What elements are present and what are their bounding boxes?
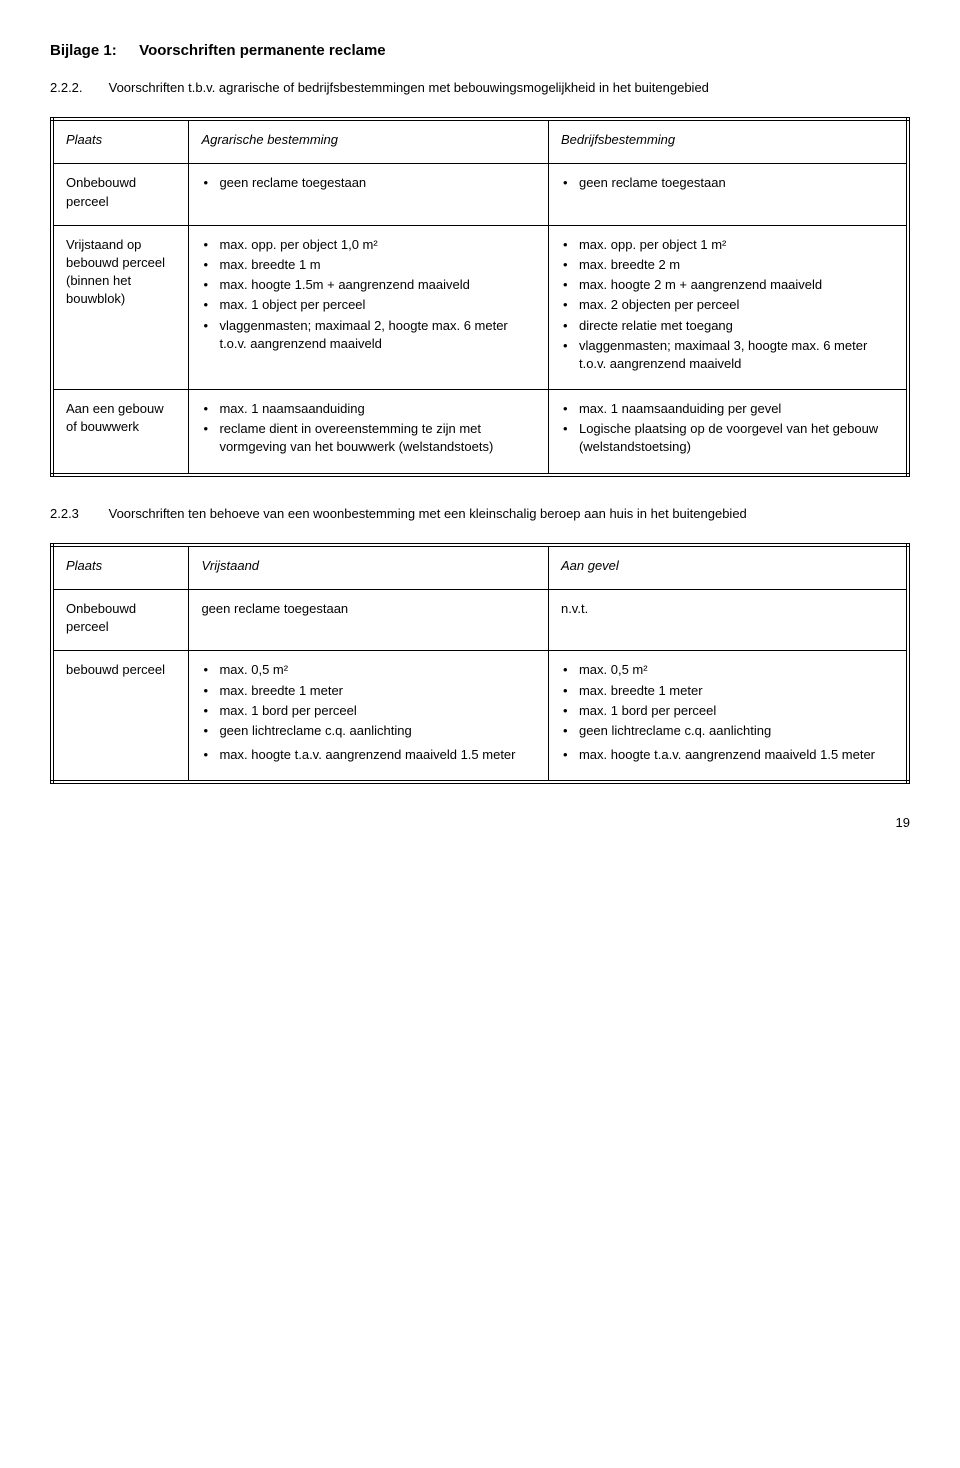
bullet-list: max. 0,5 m² max. breedte 1 meter max. 1 … [201, 661, 536, 740]
column-header: Aan gevel [548, 545, 908, 590]
section-title: Voorschriften t.b.v. agrarische of bedri… [109, 80, 709, 95]
list-item: geen reclame toegestaan [561, 174, 894, 192]
table-row: Onbebouwd perceel geen reclame toegestaa… [52, 164, 908, 225]
table-cell: max. 1 naamsaanduiding per gevel Logisch… [548, 390, 908, 475]
table-row: Aan een gebouw of bouwwerk max. 1 naamsa… [52, 390, 908, 475]
list-item: max. hoogte 2 m + aangrenzend maaiveld [561, 276, 894, 294]
table-cell: max. 0,5 m² max. breedte 1 meter max. 1 … [189, 651, 549, 782]
list-item: geen lichtreclame c.q. aanlichting [561, 722, 894, 740]
appendix-number: Bijlage 1: [50, 40, 135, 61]
table-row: Onbebouwd perceel geen reclame toegestaa… [52, 590, 908, 651]
list-item: max. breedte 1 meter [201, 682, 536, 700]
section-heading: 2.2.3 Voorschriften ten behoeve van een … [50, 505, 910, 523]
list-item: max. breedte 1 meter [561, 682, 894, 700]
table-cell: geen reclame toegestaan [189, 164, 549, 225]
bullet-list: geen reclame toegestaan [561, 174, 894, 192]
section-heading: 2.2.2. Voorschriften t.b.v. agrarische o… [50, 79, 910, 97]
list-item: max. 1 bord per perceel [201, 702, 536, 720]
table-cell: n.v.t. [548, 590, 908, 651]
column-header: Plaats [52, 119, 189, 164]
column-header: Agrarische bestemming [189, 119, 549, 164]
table-cell: geen reclame toegestaan [548, 164, 908, 225]
bullet-list: max. hoogte t.a.v. aangrenzend maaiveld … [201, 746, 536, 764]
bullet-list: geen reclame toegestaan [201, 174, 536, 192]
page-number: 19 [50, 814, 910, 832]
list-item: max. hoogte 1.5m + aangrenzend maaiveld [201, 276, 536, 294]
list-item: vlaggenmasten; maximaal 3, hoogte max. 6… [561, 337, 894, 373]
appendix-heading: Bijlage 1: Voorschriften permanente recl… [50, 40, 910, 61]
regulations-table-2: Plaats Vrijstaand Aan gevel Onbebouwd pe… [50, 543, 910, 785]
list-item: max. opp. per object 1,0 m² [201, 236, 536, 254]
row-header: Onbebouwd perceel [52, 590, 189, 651]
bullet-list: max. 0,5 m² max. breedte 1 meter max. 1 … [561, 661, 894, 740]
bullet-list: max. 1 naamsaanduiding reclame dient in … [201, 400, 536, 457]
list-item: max. hoogte t.a.v. aangrenzend maaiveld … [561, 746, 894, 764]
table-row: bebouwd perceel max. 0,5 m² max. breedte… [52, 651, 908, 782]
list-item: max. opp. per object 1 m² [561, 236, 894, 254]
list-item: max. 2 objecten per perceel [561, 296, 894, 314]
row-header: Aan een gebouw of bouwwerk [52, 390, 189, 475]
table-cell: max. opp. per object 1 m² max. breedte 2… [548, 225, 908, 389]
list-item: max. 1 bord per perceel [561, 702, 894, 720]
list-item: reclame dient in overeenstemming te zijn… [201, 420, 536, 456]
table-cell: geen reclame toegestaan [189, 590, 549, 651]
list-item: max. breedte 2 m [561, 256, 894, 274]
list-item: directe relatie met toegang [561, 317, 894, 335]
row-header: Onbebouwd perceel [52, 164, 189, 225]
table-cell: max. 1 naamsaanduiding reclame dient in … [189, 390, 549, 475]
table-cell: max. opp. per object 1,0 m² max. breedte… [189, 225, 549, 389]
list-item: max. hoogte t.a.v. aangrenzend maaiveld … [201, 746, 536, 764]
list-item: max. 0,5 m² [201, 661, 536, 679]
list-item: max. 1 naamsaanduiding per gevel [561, 400, 894, 418]
list-item: geen reclame toegestaan [201, 174, 536, 192]
section-title: Voorschriften ten behoeve van een woonbe… [109, 506, 747, 521]
row-header: bebouwd perceel [52, 651, 189, 782]
bullet-list: max. hoogte t.a.v. aangrenzend maaiveld … [561, 746, 894, 764]
list-item: max. 1 naamsaanduiding [201, 400, 536, 418]
bullet-list: max. 1 naamsaanduiding per gevel Logisch… [561, 400, 894, 457]
section-number: 2.2.3 [50, 505, 105, 523]
list-item: max. 1 object per perceel [201, 296, 536, 314]
list-item: Logische plaatsing op de voorgevel van h… [561, 420, 894, 456]
bullet-list: max. opp. per object 1 m² max. breedte 2… [561, 236, 894, 373]
list-item: geen lichtreclame c.q. aanlichting [201, 722, 536, 740]
column-header: Vrijstaand [189, 545, 549, 590]
list-item: max. 0,5 m² [561, 661, 894, 679]
appendix-title: Voorschriften permanente reclame [139, 42, 385, 59]
table-header-row: Plaats Vrijstaand Aan gevel [52, 545, 908, 590]
table-cell: max. 0,5 m² max. breedte 1 meter max. 1 … [548, 651, 908, 782]
table-row: Vrijstaand op bebouwd perceel (binnen he… [52, 225, 908, 389]
column-header: Bedrijfsbestemming [548, 119, 908, 164]
row-header: Vrijstaand op bebouwd perceel (binnen he… [52, 225, 189, 389]
column-header: Plaats [52, 545, 189, 590]
list-item: vlaggenmasten; maximaal 2, hoogte max. 6… [201, 317, 536, 353]
table-header-row: Plaats Agrarische bestemming Bedrijfsbes… [52, 119, 908, 164]
regulations-table-1: Plaats Agrarische bestemming Bedrijfsbes… [50, 117, 910, 476]
section-number: 2.2.2. [50, 79, 105, 97]
list-item: max. breedte 1 m [201, 256, 536, 274]
bullet-list: max. opp. per object 1,0 m² max. breedte… [201, 236, 536, 353]
